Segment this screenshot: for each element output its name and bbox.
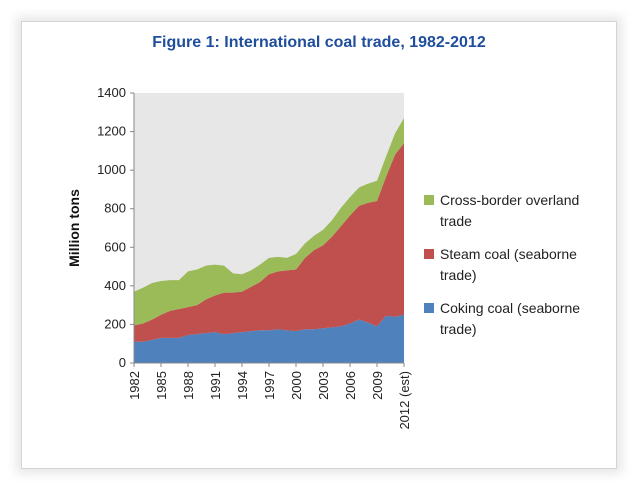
x-tick-label: 2009 <box>370 371 385 400</box>
x-tick-label: 2003 <box>316 371 331 400</box>
area-series-2 <box>134 143 404 342</box>
y-tick-label: 400 <box>104 278 126 293</box>
x-tick-label: 2006 <box>343 371 358 400</box>
legend-item: Cross-border overland trade <box>424 190 614 232</box>
y-tick-label: 1400 <box>97 85 126 100</box>
legend-item: Steam coal (seaborne trade) <box>424 244 614 286</box>
y-tick-label: 1000 <box>97 162 126 177</box>
x-tick-label: 2012 (est) <box>397 371 412 430</box>
legend-label: Steam coal (seaborne trade) <box>440 246 577 283</box>
x-tick-label: 2000 <box>289 371 304 400</box>
x-tick-label: 1985 <box>154 371 169 400</box>
x-tick-label: 1982 <box>127 371 142 400</box>
y-axis-label: Million tons <box>66 189 82 267</box>
chart-title: Figure 1: International coal trade, 1982… <box>152 34 486 51</box>
x-tick-label: 1988 <box>181 371 196 400</box>
legend-label: Coking coal (seaborne trade) <box>440 300 581 337</box>
area-series-3 <box>134 118 404 326</box>
legend-swatch <box>424 195 434 205</box>
x-axis: 1982 1985 1988 1991 1994 1997 2000 2003 2006 2009… <box>127 362 412 430</box>
legend-item: Coking coal (seaborne trade) <box>424 298 614 340</box>
y-tick-label: 200 <box>104 316 126 331</box>
x-tick-label: 1991 <box>208 371 223 400</box>
y-tick-label: 600 <box>104 239 126 254</box>
x-tick-label: 1997 <box>262 371 277 400</box>
y-tick-label: 0 <box>119 355 126 370</box>
legend: Cross-border overland trade Steam coal (s… <box>424 190 614 352</box>
x-tick-label: 1994 <box>235 371 250 400</box>
legend-swatch <box>424 249 434 259</box>
y-tick-label: 1200 <box>97 124 126 139</box>
legend-label: Cross-border overland trade <box>440 192 580 229</box>
y-axis: 0 200 400 600 800 1000 1200 1400 <box>97 85 135 370</box>
y-tick-label: 800 <box>104 201 126 216</box>
legend-swatch <box>424 303 434 313</box>
series-areas <box>134 118 404 363</box>
